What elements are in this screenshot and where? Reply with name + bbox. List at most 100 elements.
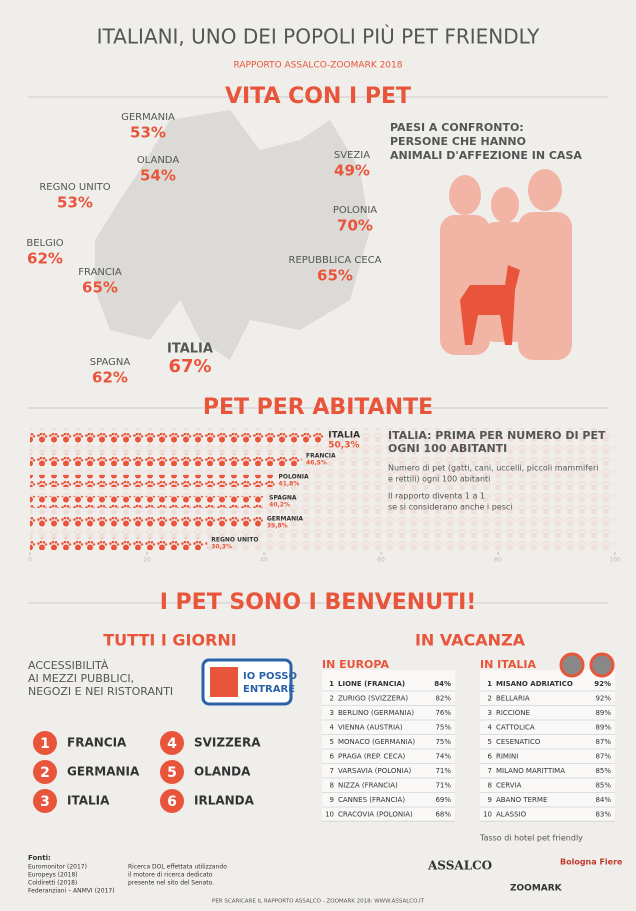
italia-table-bg [480, 670, 615, 820]
bar-value: 40,2% [269, 502, 290, 509]
bar-label: REGNO UNITO [211, 537, 258, 544]
note-body: e rettili) ogni 100 abitanti [388, 475, 490, 484]
note-title: OGNI 100 ABITANTI [388, 442, 507, 455]
row-value: 75% [435, 738, 451, 746]
country-name: BELGIO [26, 238, 63, 249]
row-rank: 10 [483, 811, 492, 819]
country-value: 70% [337, 217, 373, 235]
country-value: 62% [27, 250, 63, 268]
x-tick-label: 40 [260, 557, 268, 564]
subtitle: RAPPORTO ASSALCO-ZOOMARK 2018 [234, 61, 403, 71]
row-name: VIENNA (AUSTRIA) [338, 724, 403, 732]
country-value: 65% [82, 279, 118, 297]
row-value: 92% [595, 695, 611, 703]
rank-name: ITALIA [67, 794, 110, 808]
country-value: 49% [334, 162, 370, 180]
source: Federanziani – ANMVI (2017) [28, 888, 115, 895]
bar-label: POLONIA [279, 474, 309, 481]
logo: ASSALCO [427, 859, 492, 873]
row-name: ABANO TERME [496, 796, 547, 804]
badge-icon [210, 667, 238, 697]
row-name: BERLINO (GERMANIA) [338, 709, 414, 717]
row-name: RICCIONE [496, 709, 530, 717]
row-value: 71% [435, 782, 451, 790]
row-value: 76% [435, 709, 451, 717]
footnote: Tasso di hotel pet friendly [479, 834, 583, 843]
country-name: GERMANIA [121, 112, 175, 123]
sunglasses [559, 652, 615, 678]
row-name: BELLARIA [496, 695, 530, 703]
row-rank: 8 [330, 782, 334, 790]
bar-value: 30,3% [211, 544, 232, 551]
section-heading: PET PER ABITANTE [203, 395, 433, 420]
row-name: ZURIGO (SVIZZERA) [338, 695, 408, 703]
x-tick-label: 100 [609, 557, 621, 564]
row-rank: 5 [330, 738, 334, 746]
country-name: SPAGNA [90, 357, 131, 368]
row-value: 85% [595, 767, 611, 775]
ricerca: il motore di ricerca dedicato [128, 872, 213, 879]
country-name: REGNO UNITO [39, 182, 110, 193]
row-name: PRAGA (REP. CECA) [338, 753, 405, 761]
caption: PAESI A CONFRONTO: [390, 121, 524, 134]
rank-name: GERMANIA [67, 765, 140, 779]
logo: Bologna Fiere [560, 858, 623, 867]
pet-bar [30, 538, 208, 550]
bar-value: 39,8% [267, 523, 288, 530]
row-rank: 4 [330, 724, 335, 732]
row-rank: 6 [330, 753, 335, 761]
rank-number: 6 [167, 794, 177, 810]
country-value: 53% [57, 194, 93, 212]
row-value: 84% [595, 796, 611, 804]
link: PER SCARICARE IL RAPPORTO ASSALCO - ZOOM… [212, 899, 425, 905]
row-name: CATTOLICA [496, 724, 535, 732]
row-name: MONACO (GERMANIA) [338, 738, 415, 746]
row-rank: 2 [488, 695, 492, 703]
row-value: 69% [435, 796, 451, 804]
rank-number: 2 [40, 765, 50, 781]
row-name: MILANO MARITTIMA [496, 767, 565, 775]
row-rank: 6 [488, 753, 493, 761]
badge-text: ENTRARE [243, 684, 295, 695]
row-name: CANNES (FRANCIA) [338, 796, 405, 804]
row-name: LIONE (FRANCIA) [338, 680, 405, 688]
rank-number: 3 [40, 794, 50, 810]
row-value: 68% [435, 811, 451, 819]
rank-badge [160, 731, 184, 755]
row-value: 89% [595, 724, 611, 732]
dog [460, 265, 520, 345]
rank-name: OLANDA [194, 765, 251, 779]
row-rank: 10 [325, 811, 334, 819]
caption: ANIMALI D'AFFEZIONE IN CASA [390, 149, 582, 162]
rank-name: SVIZZERA [194, 736, 261, 750]
country-value: 53% [130, 124, 166, 142]
row-value: 83% [595, 811, 611, 819]
row-value: 75% [435, 724, 451, 732]
caption: PERSONE CHE HANNO [390, 135, 526, 148]
access-text: ACCESSIBILITÀ [28, 659, 109, 672]
source: Coldiretti (2018) [28, 880, 77, 887]
bar-label: FRANCIA [306, 453, 336, 460]
title: ITALIANI, UNO DEI POPOLI PIÙ PET FRIENDL… [97, 25, 541, 49]
row-rank: 9 [488, 796, 492, 804]
section-heading: VITA CON I PET [225, 84, 411, 109]
access-text: NEGOZI E NEI RISTORANTI [28, 685, 173, 698]
row-value: 89% [595, 709, 611, 717]
ricerca: Ricerca DOL effettata utilizzando [128, 864, 227, 871]
pet-bar [30, 496, 266, 508]
row-rank: 8 [488, 782, 492, 790]
row-value: 87% [595, 753, 611, 761]
country-name: POLONIA [333, 205, 377, 216]
row-name: CRACOVIA (POLONIA) [338, 811, 413, 819]
row-rank: 3 [330, 709, 334, 717]
row-rank: 3 [488, 709, 492, 717]
note-extra: se si considerano anche i pesci [388, 503, 512, 512]
row-name: RIMINI [496, 753, 518, 761]
x-tick-label: 60 [377, 557, 385, 564]
row-rank: 1 [487, 680, 492, 688]
country-name: OLANDA [137, 155, 180, 166]
row-value: 84% [434, 680, 451, 688]
row-value: 92% [594, 680, 611, 688]
note-title: ITALIA: PRIMA PER NUMERO DI PET [388, 429, 606, 442]
row-value: 74% [435, 753, 451, 761]
